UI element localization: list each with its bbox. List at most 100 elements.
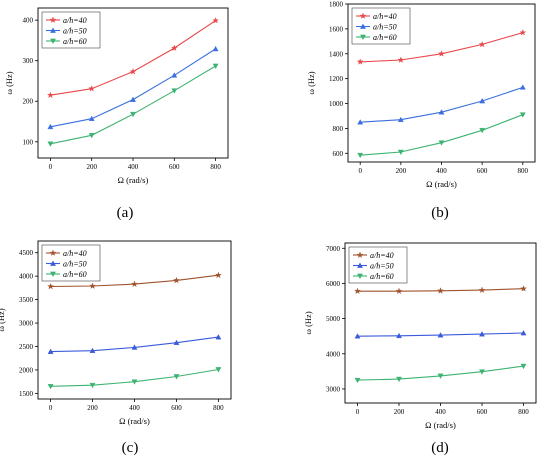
data-point (357, 152, 364, 159)
data-point (89, 282, 96, 289)
x-tick-label: 0 (49, 404, 53, 412)
x-tick-label: 0 (358, 167, 362, 175)
y-tick-label: 2000 (19, 366, 34, 374)
legend-marker (50, 27, 56, 33)
x-axis-label: Ω (rad/s) (425, 420, 456, 430)
data-point (170, 44, 178, 52)
legend-marker (356, 251, 364, 258)
data-point (395, 287, 403, 295)
data-point (212, 63, 219, 70)
y-tick-label: 1600 (329, 25, 344, 33)
y-tick-label: 7000 (326, 245, 341, 253)
data-point (479, 331, 485, 337)
data-point (519, 84, 526, 90)
y-axis-label: ω (Hz) (303, 311, 313, 334)
data-point (88, 85, 96, 92)
data-point (478, 40, 486, 48)
y-tick-label: 1200 (329, 75, 344, 83)
data-point (173, 276, 180, 284)
legend-marker (360, 34, 366, 41)
legend-label: a/h=50 (373, 22, 397, 31)
x-tick-label: 200 (394, 408, 405, 416)
data-point (356, 58, 364, 65)
legend-marker (357, 262, 363, 268)
x-tick-label: 400 (436, 167, 447, 175)
x-tick-label: 400 (128, 163, 139, 171)
y-tick-label: 1500 (19, 390, 34, 398)
data-point (357, 119, 364, 125)
legend-label: a/h=40 (373, 12, 397, 21)
legend-marker (49, 249, 57, 256)
data-point (131, 344, 138, 350)
y-tick-label: 1800 (329, 1, 344, 9)
x-axis-label: Ω (rad/s) (118, 175, 149, 185)
data-point (397, 149, 404, 156)
y-tick-label: 3500 (19, 296, 34, 304)
legend-marker (357, 273, 363, 280)
data-point (436, 287, 445, 294)
chart-panel-a: 100 200 300 400 0 200 400 600 800 Ω (rad/s) ω (Hz)… (0, 0, 245, 190)
data-point (520, 285, 527, 292)
data-point (437, 332, 444, 338)
x-tick-label: 800 (518, 167, 529, 175)
legend-label: a/h=60 (373, 33, 397, 42)
legend-label: a/h=60 (370, 272, 394, 281)
legend-marker (50, 260, 56, 266)
chart-svg-c: 1500 2000 2500 3000 3500 4000 4500 0 200 400 600 80… (0, 240, 232, 426)
data-point (354, 333, 361, 339)
data-point (130, 111, 136, 118)
data-point (215, 367, 222, 373)
data-point (520, 329, 527, 336)
data-point (354, 287, 361, 295)
data-point (46, 91, 54, 99)
data-point (520, 363, 527, 370)
data-point (519, 28, 527, 36)
data-point (396, 332, 402, 339)
x-tick-label: 800 (210, 163, 221, 171)
data-point (171, 88, 178, 94)
data-point (397, 56, 405, 63)
x-axis-label: Ω (rad/s) (426, 179, 457, 189)
y-tick-label: 3000 (326, 385, 341, 393)
data-point (173, 374, 180, 380)
data-point (479, 369, 485, 375)
series-line-2 (360, 86, 523, 123)
legend-label: a/h=50 (370, 261, 394, 270)
data-point (479, 127, 486, 134)
caption-d: (d) (431, 440, 449, 456)
legend-label: a/h=60 (63, 270, 87, 279)
caption-b: (b) (431, 205, 449, 221)
data-point (438, 140, 445, 146)
data-point (479, 97, 486, 104)
series-line-3 (50, 65, 216, 145)
data-point (171, 72, 178, 78)
data-point (397, 116, 404, 123)
chart-svg-d: 3000 4000 5000 6000 7000 0 200 400 600 800 Ω (rad/… (303, 242, 537, 430)
y-axis-label: ω (Hz) (306, 71, 316, 94)
data-point (215, 271, 222, 279)
y-tick-label: 4000 (326, 350, 341, 358)
y-tick-label: 5000 (326, 315, 341, 323)
legend-box (351, 7, 411, 45)
data-point (47, 384, 54, 390)
data-point (130, 280, 139, 288)
y-axis-label: ω (Hz) (0, 308, 6, 331)
caption-c: (c) (121, 440, 139, 456)
legend-label: a/h=40 (63, 16, 87, 25)
data-point (437, 50, 446, 57)
data-point (130, 96, 136, 102)
data-point (396, 376, 402, 383)
data-point (131, 379, 138, 385)
legend-box (41, 244, 101, 282)
data-point (215, 334, 222, 340)
caption-a: (a) (116, 205, 134, 221)
x-tick-label: 600 (169, 163, 180, 171)
x-tick-label: 600 (477, 167, 488, 175)
data-point (47, 141, 54, 147)
y-axis-label: ω (Hz) (4, 71, 14, 94)
x-axis-label: Ω (rad/s) (119, 416, 150, 426)
data-point (47, 123, 54, 130)
x-tick-label: 600 (171, 404, 182, 412)
legend-label: a/h=40 (63, 249, 87, 258)
data-point (89, 382, 96, 389)
